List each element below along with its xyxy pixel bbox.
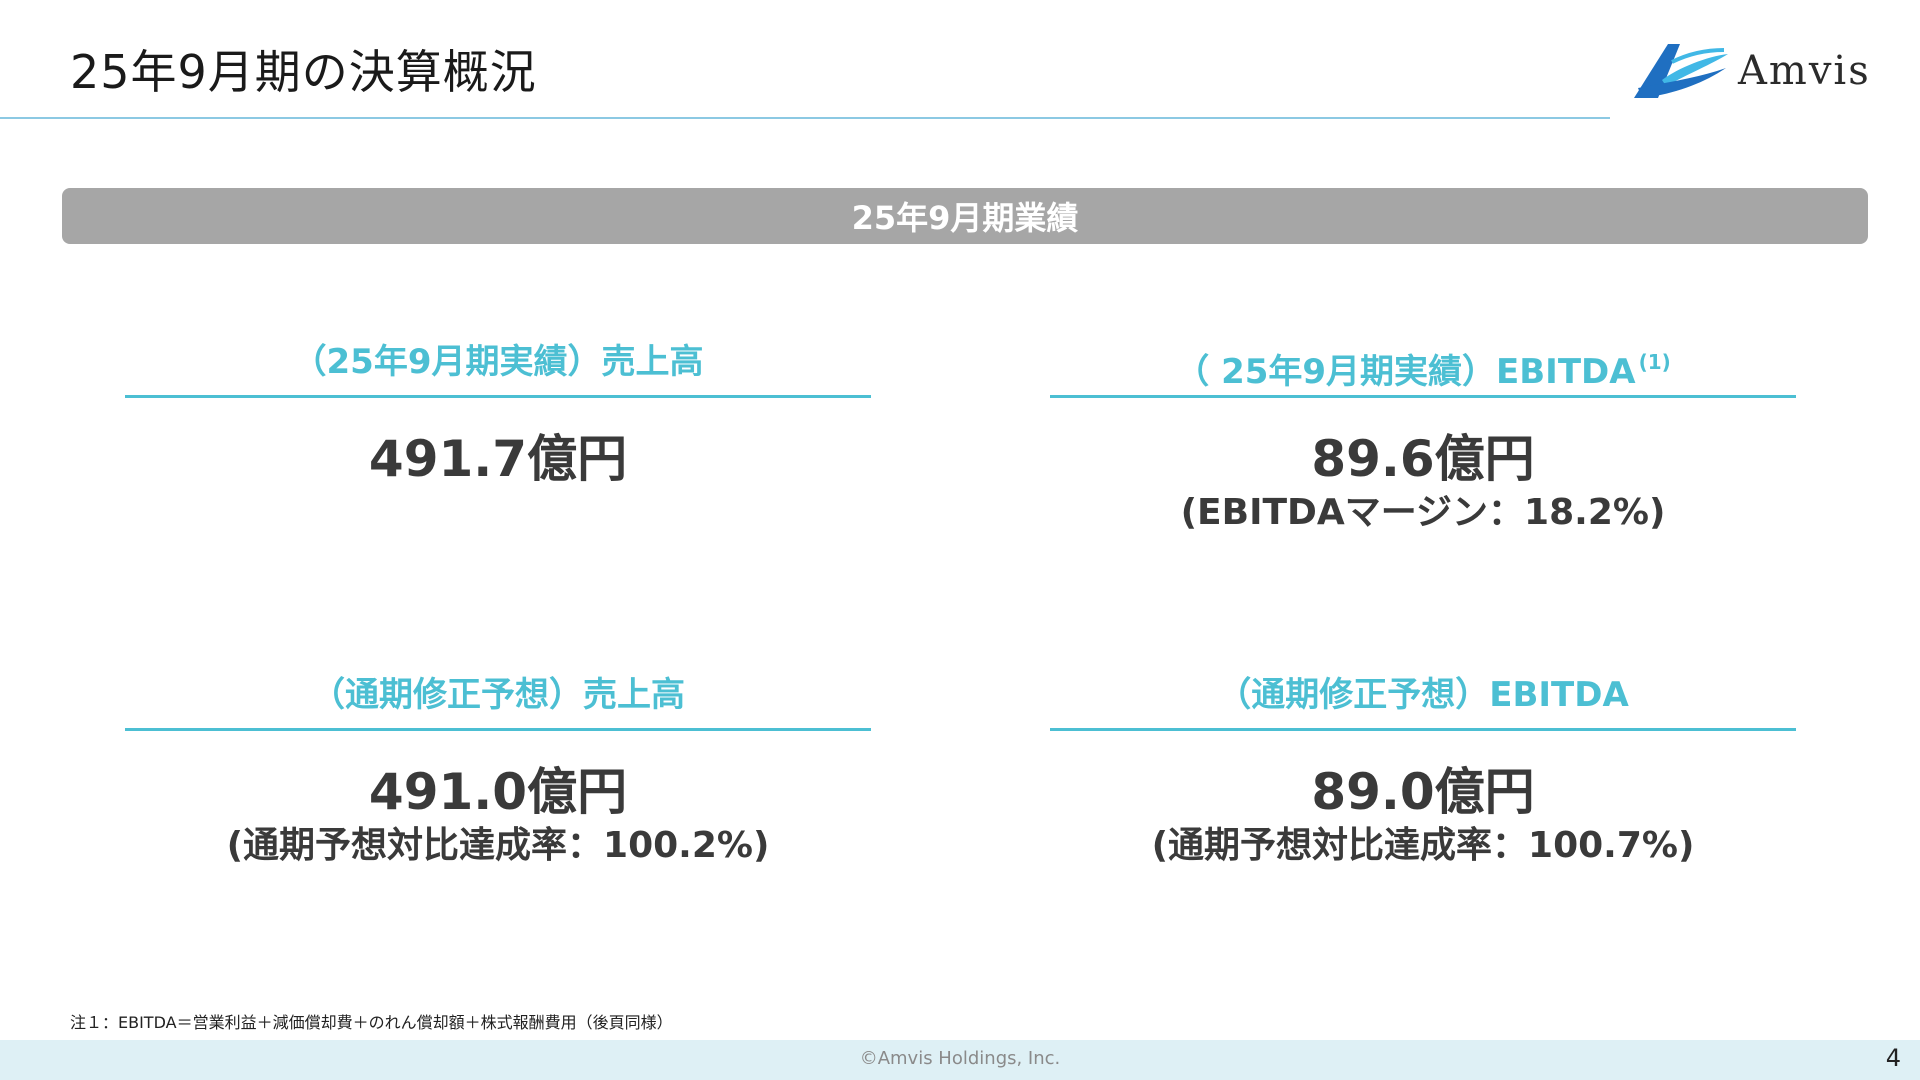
card-divider bbox=[1050, 728, 1796, 731]
card-divider bbox=[1050, 395, 1796, 398]
copyright-text: ©Amvis Holdings, Inc. bbox=[859, 1048, 1061, 1069]
card-forecast-ebitda: （通期修正予想）EBITDA 89.0億円 (通期予想対比達成率：100.7%) bbox=[1050, 670, 1796, 869]
card-divider bbox=[125, 395, 871, 398]
footer-bar bbox=[0, 1040, 1920, 1080]
card-heading: （ 25年9月期実績）EBITDA (1) bbox=[1050, 337, 1796, 392]
title-divider bbox=[0, 117, 1610, 119]
logo-wordmark: Amvis bbox=[1738, 48, 1871, 94]
banner-label: 25年9月期業績 bbox=[851, 199, 1079, 237]
card-value: 491.7億円 bbox=[368, 430, 628, 488]
card-heading-text: （ 25年9月期実績）EBITDA bbox=[1175, 352, 1636, 392]
card-actual-ebitda: （ 25年9月期実績）EBITDA (1) 89.6億円 (EBITDAマージン：… bbox=[1050, 337, 1796, 536]
card-forecast-revenue: （通期修正予想）売上高 491.0億円 (通期予想対比達成率：100.2%) bbox=[125, 670, 871, 869]
card-heading: （通期修正予想）EBITDA bbox=[1217, 675, 1629, 715]
amvis-logo-icon bbox=[1634, 44, 1728, 98]
card-subtext: (通期予想対比達成率：100.7%) bbox=[1151, 825, 1695, 866]
card-subtext: (EBITDAマージン：18.2%) bbox=[1180, 492, 1666, 533]
card-value: 89.0億円 bbox=[1311, 763, 1535, 821]
footnote-marker: (1) bbox=[1638, 350, 1671, 374]
section-banner: 25年9月期業績 bbox=[62, 188, 1868, 244]
footnote: 注１：EBITDA＝営業利益＋減価償却費＋のれん償却額＋株式報酬費用（後頁同様） bbox=[70, 1013, 673, 1032]
card-actual-revenue: （25年9月期実績）売上高 491.7億円 bbox=[125, 337, 871, 490]
page-number: 4 bbox=[1885, 1044, 1901, 1072]
page-title: 25年9月期の決算概況 bbox=[70, 45, 537, 99]
card-subtext: (通期予想対比達成率：100.2%) bbox=[226, 825, 770, 866]
card-heading: （通期修正予想）売上高 bbox=[311, 675, 685, 715]
card-value: 89.6億円 bbox=[1311, 430, 1535, 488]
card-divider bbox=[125, 728, 871, 731]
company-logo: Amvis bbox=[1628, 36, 1878, 106]
card-heading: （25年9月期実績）売上高 bbox=[292, 342, 704, 382]
card-value: 491.0億円 bbox=[368, 763, 628, 821]
